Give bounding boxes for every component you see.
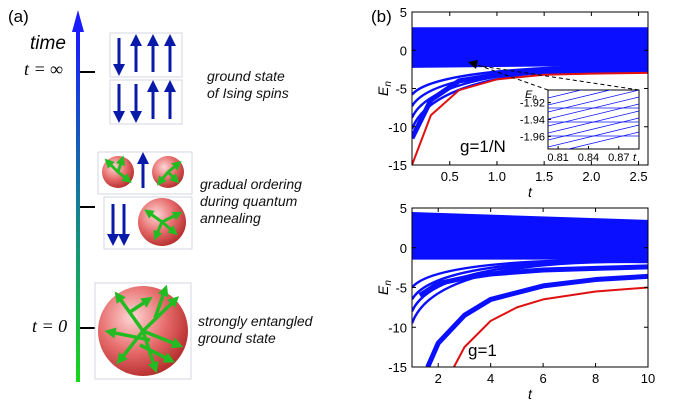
inset-y-axis-label: En (525, 89, 537, 102)
ground-state-line (412, 71, 648, 165)
x-tick-label: 8 (592, 371, 599, 386)
inset-x-axis-label: t (633, 152, 637, 164)
inset-callout-line (479, 65, 640, 91)
inset-x-tick-label: 0.84 (578, 152, 599, 164)
x-tick-label: 1.5 (535, 169, 553, 184)
panel-b-label: (b) (371, 7, 392, 26)
annotation-ground-state-ising: ground state of Ising spins (207, 68, 289, 101)
x-axis-label: t (528, 386, 533, 402)
excited-level-line (418, 264, 648, 298)
t-zero-label: t = 0 (32, 316, 68, 336)
band-series (412, 27, 648, 68)
plot-area (412, 211, 648, 367)
inset-lines (548, 90, 639, 149)
y-tick-label: -15 (388, 360, 407, 375)
annotation-entangled: strongly entangled ground state (198, 313, 313, 346)
inset-x-tick-label: 0.81 (547, 152, 568, 164)
y-tick-label: -5 (395, 82, 407, 97)
y-tick-label: 0 (400, 241, 407, 256)
x-tick-label: 2.5 (630, 169, 648, 184)
y-tick-label: 5 (400, 201, 407, 216)
annotation-g: g=1/N (460, 137, 506, 156)
plot-area (412, 27, 648, 165)
y-tick-label: 0 (400, 43, 407, 58)
annotation-g: g=1 (468, 341, 497, 360)
x-tick-label: 2.0 (582, 169, 600, 184)
y-tick-label: -5 (395, 281, 407, 296)
inset-y-tick-label: -1.96 (520, 131, 545, 143)
chart-top: 5 0 -5 -10 -15 0.5 1.0 1.5 2.0 2.5 En t g=1/N -1.92 -1… (375, 5, 649, 200)
annotation-gradual-ordering: gradual ordering during quantum annealin… (200, 176, 302, 226)
inset-frame (547, 89, 640, 150)
ground-state-line (453, 286, 648, 367)
x-tick-label: 2 (435, 371, 442, 386)
excited-level-line (425, 273, 648, 367)
y-axis-label: En (375, 81, 394, 96)
chart-bottom: 5 0 -5 -10 -15 2 4 6 8 10 En t g=1 (375, 201, 655, 402)
inset-callout-arrowhead (468, 60, 478, 69)
inset-y-tick-label: -1.92 (520, 98, 545, 110)
y-tick-label: -15 (388, 158, 407, 173)
inset-level-line (548, 90, 612, 106)
x-axis-label: t (528, 184, 533, 200)
y-tick-label: 5 (400, 5, 407, 20)
inset-level-line (548, 90, 583, 99)
inset-y-tick-label: -1.94 (520, 115, 545, 127)
x-tick-label: 10 (641, 371, 655, 386)
excited-level-line (412, 67, 648, 140)
x-tick-label: 4 (487, 371, 494, 386)
x-tick-label: 0.5 (441, 169, 459, 184)
y-tick-label: -10 (388, 120, 407, 135)
y-tick-label: -10 (388, 320, 407, 335)
x-tick-label: 1.0 (488, 169, 506, 184)
annealing-graphic (97, 151, 193, 250)
time-arrow (72, 10, 84, 382)
entangled-graphic (94, 282, 192, 380)
inset-x-tick-label: 0.87 (608, 152, 629, 164)
time-label: time (30, 33, 66, 54)
band-series (412, 211, 648, 260)
panel-a-label: (a) (8, 7, 29, 26)
t-infinity-label: t = ∞ (24, 59, 63, 79)
ising-spins-graphic (109, 32, 183, 125)
y-axis-label: En (375, 280, 394, 295)
x-tick-label: 6 (539, 371, 546, 386)
panel-a-graphic (72, 10, 193, 382)
